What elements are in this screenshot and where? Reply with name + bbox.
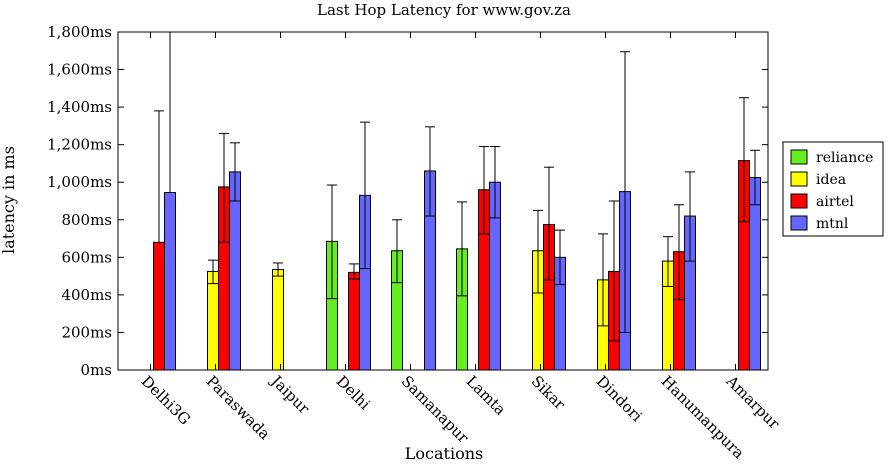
y-axis-label: latency in ms [0, 146, 18, 254]
y-tick-label: 400ms [61, 286, 112, 304]
bar-mtnl [229, 171, 241, 371]
legend-label-idea: idea [816, 172, 846, 188]
x-tick-label: Jaipur [266, 371, 313, 418]
bar-airtel [348, 271, 360, 371]
legend-label-airtel: airtel [816, 194, 854, 210]
x-tick-label: Delhi [333, 372, 374, 413]
legend-swatch-reliance [790, 149, 808, 165]
x-tick-label: Delhi3G [138, 372, 194, 428]
legend-swatch-airtel [790, 193, 808, 209]
y-tick-label: 1,200ms [47, 136, 112, 154]
x-tick-label: Sikar [528, 372, 570, 414]
bar-mtnl [164, 192, 176, 371]
x-axis-label: Locations [405, 444, 483, 463]
x-tick-label: Amarpur [722, 371, 784, 433]
legend-label-reliance: reliance [816, 150, 873, 166]
legend-swatch-mtnl [790, 215, 808, 231]
legend: reliance idea airtel mtnl [782, 141, 884, 237]
legend-label-mtnl: mtnl [816, 216, 849, 232]
y-tick-label: 800ms [61, 211, 112, 229]
y-tick-label: 600ms [61, 248, 112, 266]
x-tick-label: Lamta [463, 372, 510, 419]
y-tick-label: 1,000ms [47, 173, 112, 191]
bar-mtnl [749, 177, 761, 371]
x-tick-label: Samanapur [398, 372, 473, 447]
y-tick-label: 1,400ms [47, 98, 112, 116]
y-tick-label: 0ms [81, 361, 112, 379]
chart-title: Last Hop Latency for www.gov.za [317, 1, 571, 19]
bar-idea [207, 270, 219, 371]
plot-frame [117, 31, 769, 371]
y-tick-label: 200ms [61, 323, 112, 341]
bar-idea [272, 269, 284, 371]
x-tick-label: Paraswada [203, 372, 274, 443]
x-tick-label: Dindori [593, 372, 646, 425]
y-tick-label: 1,600ms [47, 61, 112, 79]
bar-airtel [153, 241, 165, 371]
y-tick-label: 1,800ms [47, 23, 112, 41]
legend-swatch-idea [790, 171, 808, 187]
